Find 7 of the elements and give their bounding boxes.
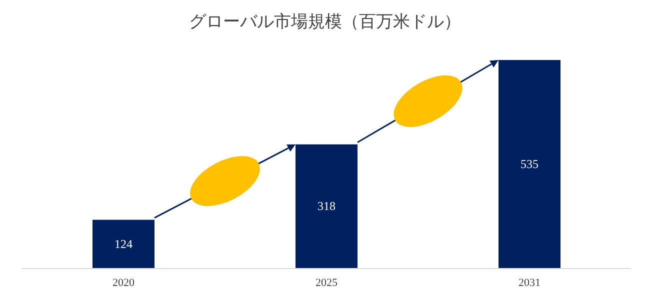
chart-title: グローバル市場規模（百万米ドル） <box>189 12 461 31</box>
data-label: 535 <box>520 157 538 171</box>
x-tick-label: 2031 <box>518 277 540 289</box>
data-label: 318 <box>318 199 336 214</box>
x-tick-label: 2025 <box>316 277 338 289</box>
data-label: 124 <box>114 236 132 251</box>
x-tick-label: 2020 <box>112 277 135 289</box>
